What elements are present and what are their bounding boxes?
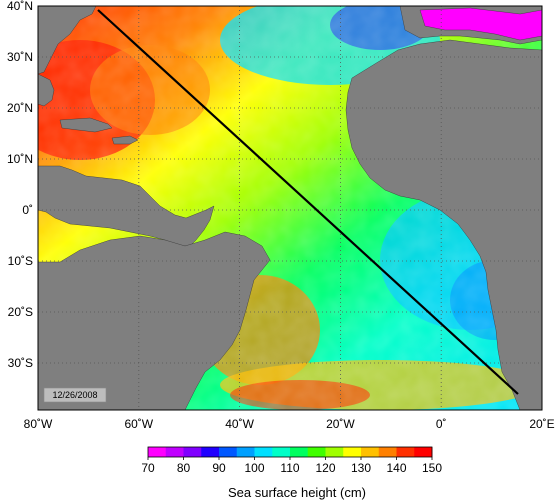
colorbar-tick-label: 100 bbox=[244, 461, 264, 475]
colorbar-tick-label: 90 bbox=[212, 461, 226, 475]
longitude-tick-label: 60˚W bbox=[124, 417, 153, 431]
colorbar-swatch bbox=[183, 447, 202, 457]
colorbar-swatch bbox=[219, 447, 238, 457]
colorbar-swatch bbox=[325, 447, 344, 457]
colorbar-tick-label: 70 bbox=[141, 461, 155, 475]
land-south-america bbox=[38, 231, 271, 410]
date-stamp: 12/26/2008 bbox=[52, 390, 97, 400]
transect-track-line bbox=[97, 9, 519, 395]
longitude-tick-label: 20˚E bbox=[529, 417, 554, 431]
land-caribbean-islands bbox=[59, 117, 139, 145]
colorbar-swatch bbox=[254, 447, 273, 457]
latitude-tick-label: 10˚S bbox=[8, 254, 33, 268]
land-central-america bbox=[38, 165, 215, 247]
colorbar-swatch bbox=[307, 447, 326, 457]
colorbar-tick-label: 110 bbox=[280, 461, 299, 475]
colorbar-swatch bbox=[361, 447, 380, 457]
colorbar-swatch bbox=[201, 447, 220, 457]
land-masses bbox=[38, 6, 542, 410]
land-africa bbox=[345, 39, 542, 410]
mediterranean-sea bbox=[419, 7, 542, 41]
colorbar-swatch bbox=[148, 447, 167, 457]
colorbar-swatch bbox=[343, 447, 362, 457]
colorbar-tick-label: 130 bbox=[351, 461, 371, 475]
colorbar-swatch bbox=[414, 447, 433, 457]
longitude-tick-label: 0˚ bbox=[436, 417, 447, 431]
latitude-tick-label: 30˚S bbox=[8, 356, 33, 370]
colorbar: 70 80 90 100 110 120 130 140 150 bbox=[141, 446, 442, 475]
colorbar-tick-label: 140 bbox=[386, 461, 406, 475]
colorbar-swatch bbox=[396, 447, 415, 457]
longitude-tick-label: 40˚W bbox=[225, 417, 254, 431]
colorbar-swatch bbox=[290, 447, 309, 457]
colorbar-swatch bbox=[165, 447, 184, 457]
longitude-tick-label: 20˚W bbox=[326, 417, 355, 431]
latitude-tick-label: 20˚N bbox=[7, 101, 33, 115]
colorbar-tick-label: 80 bbox=[177, 461, 191, 475]
latitude-tick-label: 40˚N bbox=[7, 0, 33, 13]
land-north-america bbox=[38, 6, 97, 75]
longitude-tick-label: 80˚W bbox=[24, 417, 53, 431]
graticule bbox=[38, 6, 542, 410]
latitude-ticks: 40˚N 30˚N 20˚N 10˚N 0˚ 10˚S 20˚S 30˚S bbox=[7, 0, 33, 370]
map-area bbox=[38, 6, 542, 410]
colorbar-title: Sea surface height (cm) bbox=[228, 485, 366, 500]
colorbar-tick-label: 120 bbox=[315, 461, 335, 475]
latitude-tick-label: 30˚N bbox=[7, 50, 33, 64]
colorbar-swatch bbox=[236, 447, 255, 457]
map-frame bbox=[37, 5, 543, 411]
colorbar-swatch bbox=[378, 447, 397, 457]
colorbar-tick-label: 150 bbox=[422, 461, 442, 475]
date-stamp-box: 12/26/2008 bbox=[43, 387, 107, 403]
longitude-ticks: 80˚W 60˚W 40˚W 20˚W 0˚ 20˚E bbox=[24, 417, 555, 431]
latitude-tick-label: 10˚N bbox=[7, 152, 33, 166]
latitude-tick-label: 20˚S bbox=[8, 305, 33, 319]
colorbar-swatch bbox=[272, 447, 291, 457]
land-florida bbox=[38, 73, 55, 107]
latitude-tick-label: 0˚ bbox=[22, 203, 33, 217]
